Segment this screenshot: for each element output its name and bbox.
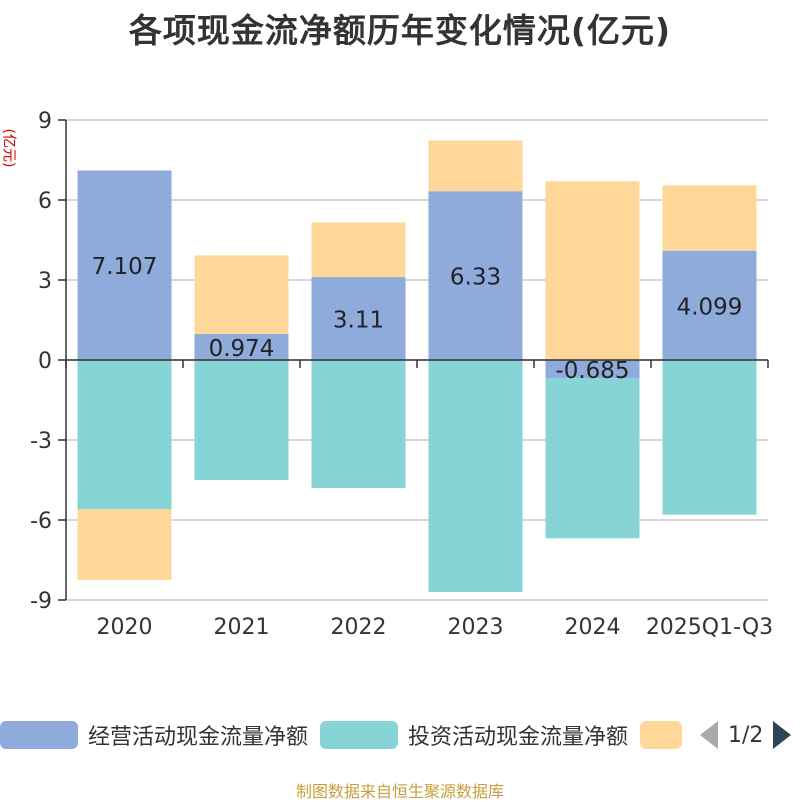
x-tick-label: 2025Q1-Q3 [646,615,773,640]
legend-pager: 1/2 [700,718,792,752]
bar-series-0-2024[interactable] [545,360,640,379]
legend-label-operating: 经营活动现金流量净额 [88,725,309,750]
data-label: 0.974 [209,336,275,362]
bar-series-1-2025Q1-Q3[interactable] [662,360,757,515]
y-tick-label: -9 [30,589,52,614]
y-tick-label: 9 [38,109,52,134]
data-label: -0.685 [555,358,629,384]
y-tick-label: 3 [38,269,52,294]
legend: 经营活动现金流量净额 投资活动现金流量净额 1/2 [0,718,800,752]
x-tick-label: 2021 [214,615,270,640]
bar-series-0-2022[interactable] [311,277,406,360]
legend-item-operating[interactable]: 经营活动现金流量净额 [0,718,308,752]
bar-series-0-2025Q1-Q3[interactable] [662,250,757,360]
y-tick-label: 6 [38,189,52,214]
bar-series-1-2021[interactable] [194,360,289,480]
bar-series-2-2025Q1-Q3[interactable] [662,185,757,251]
bars [77,140,757,592]
bar-series-2-2022[interactable] [311,222,406,278]
x-tick-label: 2020 [97,615,153,640]
source-note: 制图数据来自恒生聚源数据库 [295,782,504,801]
chart-title: 各项现金流净额历年变化情况(亿元) [128,11,672,50]
axes: 9 6 3 0 -3 -6 -9 2020 2021 2022 2023 2024 2025Q1-Q3 [30,109,773,640]
bar-series-2-2021[interactable] [194,255,289,335]
y-tick-label: 0 [38,349,52,374]
prev-page-icon[interactable] [700,721,718,749]
bar-series-0-2021[interactable] [194,334,289,360]
x-tick-label: 2022 [331,615,387,640]
data-label: 7.107 [92,254,158,280]
data-label: 6.33 [450,265,501,291]
legend-swatch-investing [320,721,398,749]
x-tick-label: 2023 [448,615,504,640]
legend-swatch-operating [0,721,78,749]
data-labels: 7.107 0.974 3.11 6.33 -0.685 4.099 [92,254,743,384]
bar-series-1-2020[interactable] [77,360,172,510]
x-tick-label: 2024 [565,615,621,640]
y-tick-label: -3 [30,429,52,454]
bar-series-1-2022[interactable] [311,360,406,488]
bar-series-0-2023[interactable] [428,191,523,360]
bar-series-1-2024[interactable] [545,378,640,539]
bar-series-2-2020[interactable] [77,509,172,580]
next-page-icon[interactable] [773,721,792,749]
data-label: 4.099 [677,294,743,320]
legend-item-investing[interactable]: 投资活动现金流量净额 [320,718,628,752]
legend-swatch-financing [640,721,682,749]
legend-page-indicator: 1/2 [728,722,764,748]
bar-series-0-2020[interactable] [77,170,172,360]
bar-series-1-2023[interactable] [428,360,523,592]
y-tick-label: -6 [30,509,52,534]
bar-series-2-2024[interactable] [545,181,640,360]
bar-series-2-2023[interactable] [428,140,523,192]
data-label: 3.11 [333,308,384,334]
legend-label-investing: 投资活动现金流量净额 [408,725,629,750]
legend-item-financing[interactable] [640,718,682,752]
